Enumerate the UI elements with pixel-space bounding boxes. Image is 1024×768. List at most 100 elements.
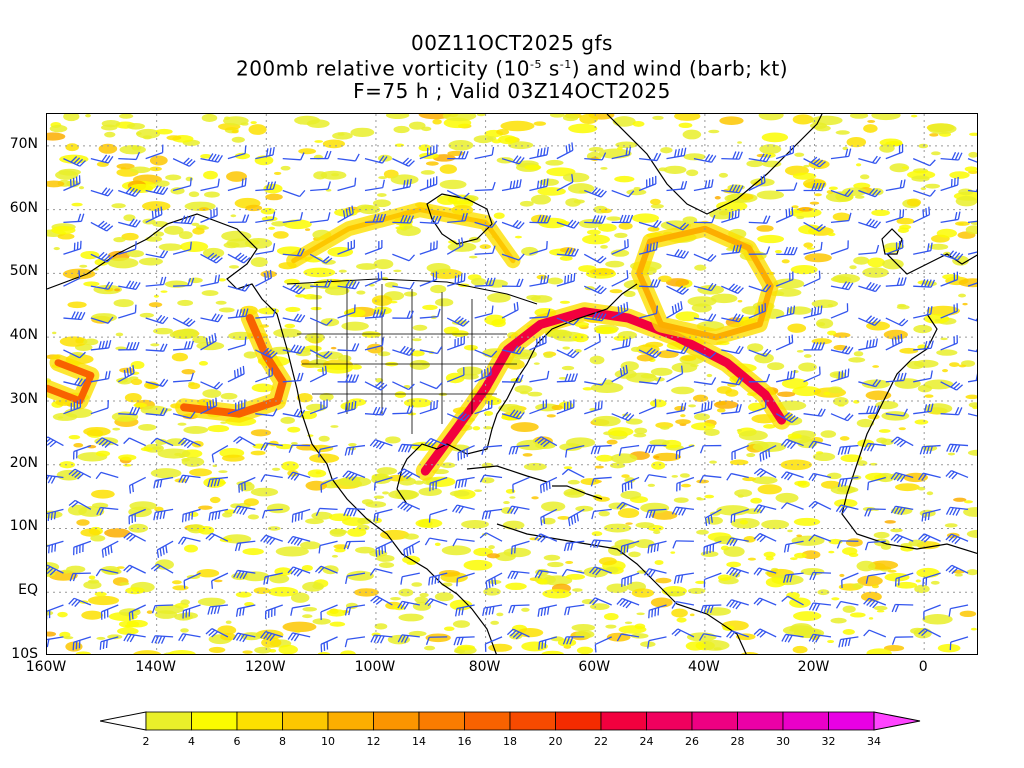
vorticity-patch (452, 620, 471, 628)
barb-feather (153, 512, 156, 521)
vorticity-patch (687, 587, 706, 594)
wind-barb (90, 316, 114, 324)
wind-barb (858, 405, 880, 415)
vorticity-patch (842, 547, 858, 556)
vorticity-patch (207, 424, 230, 433)
vorticity-patch (247, 514, 260, 520)
barb-feather (591, 511, 595, 520)
wind-barb (830, 212, 852, 224)
colorbar-tick-label: 14 (412, 735, 426, 748)
barb-feather (874, 319, 881, 326)
vorticity-patch (413, 480, 424, 485)
wind-barb (419, 240, 438, 255)
colorbar-tick-label: 4 (188, 735, 195, 748)
barb-feather (242, 365, 245, 374)
vorticity-patch (559, 255, 573, 261)
vorticity-patch (196, 569, 220, 578)
barb-feather (510, 546, 513, 555)
vorticity-patch (862, 267, 889, 278)
vorticity-patch (415, 518, 443, 528)
wind-barb (666, 301, 683, 319)
barb-staff (595, 636, 612, 646)
vorticity-patch (798, 207, 813, 212)
barb-staff (787, 595, 804, 606)
wind-barb (343, 540, 365, 550)
wind-barb (474, 146, 495, 160)
barb-feather (759, 153, 765, 161)
colorbar-segment (418, 711, 465, 731)
barb-feather (210, 254, 218, 261)
barb-feather (403, 471, 411, 478)
wind-barb (783, 572, 804, 583)
wind-barb (940, 271, 959, 287)
vorticity-patch (737, 494, 744, 498)
wind-barb (446, 411, 470, 422)
barb-feather (80, 312, 86, 320)
wind-barb (647, 540, 667, 554)
barb-feather (656, 376, 662, 385)
vorticity-patch (620, 490, 642, 500)
barb-feather (315, 508, 321, 517)
barb-feather (866, 405, 870, 414)
barb-feather (731, 211, 734, 220)
vorticity-patch (521, 641, 548, 652)
barb-staff (47, 636, 64, 641)
vorticity-patch (543, 554, 561, 561)
barb-feather (951, 472, 958, 480)
vorticity-patch (474, 489, 483, 493)
barb-feather (479, 532, 487, 539)
barb-feather (957, 253, 964, 261)
barb-feather (707, 154, 714, 162)
barb-feather (704, 517, 708, 526)
wind-barb (502, 374, 524, 383)
barb-feather (430, 440, 438, 448)
vorticity-patch (898, 427, 906, 431)
barb-feather (945, 533, 952, 541)
wind-barb (342, 470, 366, 481)
vorticity-patch (243, 498, 259, 506)
vorticity-patch (221, 512, 233, 518)
barb-feather (566, 636, 571, 645)
barb-feather (435, 382, 443, 390)
vorticity-patch (496, 157, 514, 164)
barb-feather (437, 575, 440, 584)
wind-barb (693, 179, 714, 192)
vorticity-patch (750, 497, 762, 504)
barb-feather (177, 437, 185, 445)
barb-feather (132, 406, 137, 415)
vorticity-patch (338, 269, 347, 273)
barb-feather (648, 445, 653, 454)
barb-feather (844, 478, 848, 487)
wind-barb (369, 439, 393, 450)
vorticity-patch (486, 136, 497, 141)
barb-feather (896, 277, 901, 286)
barb-feather (679, 222, 687, 230)
wind-barb (534, 436, 558, 448)
barb-feather (293, 344, 299, 353)
wind-barb (803, 241, 823, 255)
vorticity-patch (563, 466, 573, 470)
barb-feather (844, 369, 847, 378)
barb-feather (735, 602, 742, 610)
wind-barb (753, 567, 777, 576)
wind-barb (255, 181, 277, 192)
wind-barb (181, 508, 201, 523)
barb-feather (759, 471, 767, 478)
barb-staff (100, 568, 119, 574)
vorticity-patch (116, 163, 135, 170)
vorticity-patch (375, 378, 384, 383)
wind-barb (748, 153, 772, 163)
vorticity-patch (67, 301, 87, 309)
barb-feather (765, 154, 772, 163)
wind-barb (227, 177, 247, 192)
barb-feather (756, 598, 764, 606)
barb-feather (902, 209, 905, 218)
barb-feather (107, 189, 114, 197)
barb-feather (211, 631, 219, 638)
barb-feather (838, 505, 845, 513)
barb-feather (655, 305, 659, 314)
barb-feather (77, 311, 83, 320)
wind-barb (373, 476, 393, 491)
vorticity-patch (828, 550, 835, 554)
vorticity-patch (305, 480, 328, 491)
